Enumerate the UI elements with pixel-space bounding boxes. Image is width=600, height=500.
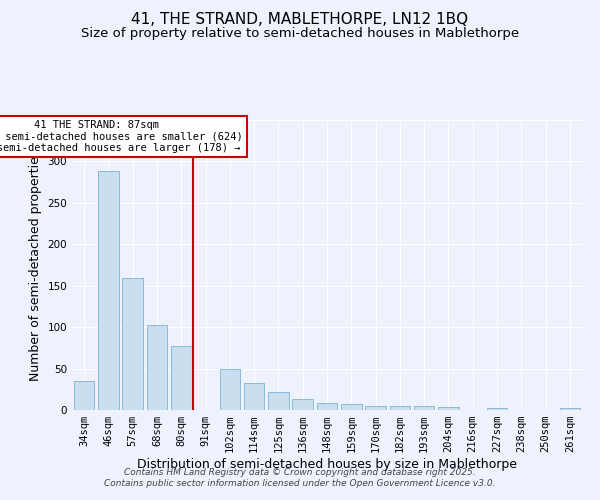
Bar <box>414 406 434 410</box>
Bar <box>341 404 362 410</box>
Bar <box>98 170 119 410</box>
Text: 41, THE STRAND, MABLETHORPE, LN12 1BQ: 41, THE STRAND, MABLETHORPE, LN12 1BQ <box>131 12 469 28</box>
Bar <box>438 406 459 410</box>
Bar <box>560 408 580 410</box>
Bar <box>317 402 337 410</box>
Text: Contains HM Land Registry data © Crown copyright and database right 2025.
Contai: Contains HM Land Registry data © Crown c… <box>104 468 496 487</box>
Bar <box>146 326 167 410</box>
Bar <box>122 278 143 410</box>
Text: 41 THE STRAND: 87sqm
← 77% of semi-detached houses are smaller (624)
22% of semi: 41 THE STRAND: 87sqm ← 77% of semi-detac… <box>0 120 243 153</box>
Bar <box>487 408 508 410</box>
Bar <box>268 392 289 410</box>
Bar <box>389 406 410 410</box>
Bar <box>365 406 386 410</box>
Bar <box>244 382 265 410</box>
Bar <box>220 368 240 410</box>
Text: Size of property relative to semi-detached houses in Mablethorpe: Size of property relative to semi-detach… <box>81 28 519 40</box>
Bar <box>74 381 94 410</box>
X-axis label: Distribution of semi-detached houses by size in Mablethorpe: Distribution of semi-detached houses by … <box>137 458 517 471</box>
Bar <box>292 399 313 410</box>
Y-axis label: Number of semi-detached properties: Number of semi-detached properties <box>29 150 42 380</box>
Bar <box>171 346 191 410</box>
